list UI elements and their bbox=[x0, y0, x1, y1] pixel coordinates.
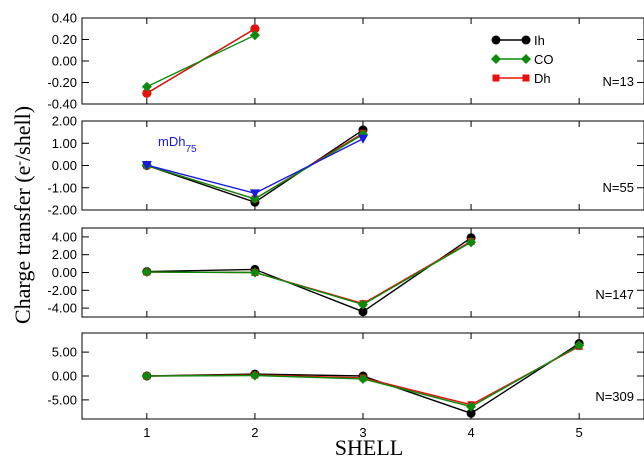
data-point-CO bbox=[574, 340, 585, 351]
series-line-Ih bbox=[146, 237, 472, 313]
y-tick-label: 0.00 bbox=[52, 265, 77, 280]
data-point-Ih bbox=[466, 408, 476, 418]
data-point-CO bbox=[141, 371, 152, 381]
panel-2: -2.00 -1.00 0.00 1.00 2.00 N=55 mDh75 bbox=[47, 114, 644, 218]
y-tick-label: 1.00 bbox=[52, 136, 77, 151]
y-tick-label: 2.00 bbox=[52, 114, 77, 129]
data-point-Dh bbox=[142, 88, 152, 98]
series-mDh75 bbox=[141, 134, 368, 199]
series-CO bbox=[141, 30, 260, 92]
y-tick-label: 0.40 bbox=[52, 11, 77, 26]
annotation-base: mDh bbox=[158, 134, 185, 149]
series-Ih bbox=[142, 233, 476, 317]
legend-marker bbox=[491, 35, 501, 45]
x-tick-label: 1 bbox=[143, 425, 150, 440]
y-tick-label: -0.40 bbox=[47, 97, 77, 112]
panel-1: -0.40 -0.20 0.00 0.20 0.40 N=13 bbox=[47, 11, 644, 112]
panel-label: N=309 bbox=[595, 389, 634, 404]
x-tick-label: 4 bbox=[467, 425, 474, 440]
data-point-mDh75 bbox=[358, 134, 368, 144]
annotation-sub: 75 bbox=[185, 144, 197, 155]
data-point-CO bbox=[141, 267, 152, 278]
series-annotation: mDh75 bbox=[158, 134, 197, 155]
y-axis-label-sup: - bbox=[12, 161, 27, 166]
y-tick-label: 0.00 bbox=[52, 158, 77, 173]
y-axis-label-tail: /shell) bbox=[10, 106, 35, 161]
data-point-mDh75 bbox=[141, 161, 152, 171]
legend-marker bbox=[491, 54, 501, 64]
y-tick-label: -1.00 bbox=[47, 180, 77, 195]
legend-marker bbox=[521, 54, 531, 64]
series-CO bbox=[141, 340, 585, 412]
panel-4: -5.00 0.00 5.00 N=309 bbox=[47, 332, 644, 420]
legend-label: CO bbox=[534, 52, 554, 67]
y-tick-label: 5.00 bbox=[52, 345, 77, 360]
legend-entry-CO: CO bbox=[491, 52, 554, 67]
panel-label: N=147 bbox=[595, 287, 634, 302]
legend: Ih CO Dh bbox=[491, 33, 554, 86]
x-axis-label: SHELL bbox=[335, 435, 403, 460]
y-axis-label-main: Charge transfer (e bbox=[10, 166, 35, 324]
legend-marker bbox=[522, 74, 530, 82]
y-tick-label: -0.20 bbox=[47, 75, 77, 90]
x-tick-label: 2 bbox=[251, 425, 258, 440]
data-point-CO bbox=[249, 267, 260, 278]
legend-label: Dh bbox=[534, 71, 551, 86]
x-tick-label: 3 bbox=[359, 425, 366, 440]
data-point-CO bbox=[358, 299, 368, 310]
data-point-CO bbox=[466, 237, 477, 248]
y-tick-label: -2.00 bbox=[47, 283, 77, 298]
data-point-mDh75 bbox=[249, 189, 260, 199]
panels-layer: -0.40 -0.20 0.00 0.20 0.40 N=13 -2.00 -1.00 0.00… bbox=[47, 11, 644, 440]
panel-3: -4.00 -2.00 0.00 2.00 4.00 N=147 bbox=[47, 227, 644, 318]
y-tick-label: -4.00 bbox=[47, 301, 77, 316]
y-tick-label: 0.00 bbox=[52, 54, 77, 69]
y-axis-label: Charge transfer (e-/shell) bbox=[10, 106, 35, 324]
data-point-CO bbox=[141, 81, 152, 92]
data-point-CO bbox=[249, 30, 260, 41]
data-point-CO bbox=[358, 373, 368, 384]
y-tick-label: 4.00 bbox=[52, 229, 77, 244]
legend-label: Ih bbox=[534, 33, 545, 48]
y-tick-label: 0.20 bbox=[52, 32, 77, 47]
legend-marker bbox=[492, 74, 500, 82]
series-line-CO bbox=[146, 241, 472, 306]
legend-entry-Ih: Ih bbox=[491, 33, 545, 48]
y-tick-label: -5.00 bbox=[47, 392, 77, 407]
series-line-CO bbox=[146, 34, 256, 88]
panel-frame bbox=[81, 17, 644, 105]
series-CO bbox=[141, 237, 477, 310]
y-tick-label: -2.00 bbox=[47, 203, 77, 218]
data-point-Dh bbox=[250, 24, 260, 34]
legend-marker bbox=[521, 35, 531, 45]
data-point-Ih bbox=[358, 307, 368, 317]
x-tick-label: 5 bbox=[576, 425, 583, 440]
y-tick-label: 2.00 bbox=[52, 247, 77, 262]
y-tick-label: 0.00 bbox=[52, 369, 77, 384]
legend-entry-Dh: Dh bbox=[492, 71, 551, 86]
data-point-CO bbox=[249, 370, 260, 381]
panel-label: N=55 bbox=[603, 180, 634, 195]
panel-label: N=13 bbox=[603, 74, 634, 89]
data-point-CO bbox=[249, 193, 260, 204]
data-point-CO bbox=[466, 401, 477, 412]
